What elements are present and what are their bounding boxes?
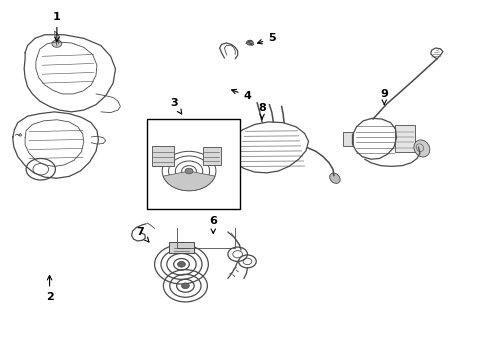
Ellipse shape	[414, 140, 430, 157]
Bar	[395, 125, 415, 152]
Wedge shape	[163, 171, 215, 191]
Text: 1: 1	[53, 12, 61, 41]
Bar	[343, 132, 353, 146]
Circle shape	[52, 40, 62, 47]
Text: 2: 2	[46, 275, 53, 302]
Circle shape	[177, 261, 185, 267]
Circle shape	[185, 168, 193, 174]
Bar	[152, 146, 174, 166]
Text: 7: 7	[136, 227, 149, 242]
Text: 9: 9	[380, 89, 388, 105]
Text: 6: 6	[209, 216, 217, 233]
Ellipse shape	[330, 173, 340, 183]
Text: 3: 3	[171, 98, 182, 114]
Text: 8: 8	[258, 103, 266, 119]
Circle shape	[181, 283, 189, 289]
Bar	[147, 119, 240, 209]
Circle shape	[246, 40, 253, 45]
Bar	[203, 147, 221, 165]
Text: 5: 5	[258, 33, 276, 44]
Text: 4: 4	[232, 89, 251, 101]
Bar	[169, 242, 194, 253]
